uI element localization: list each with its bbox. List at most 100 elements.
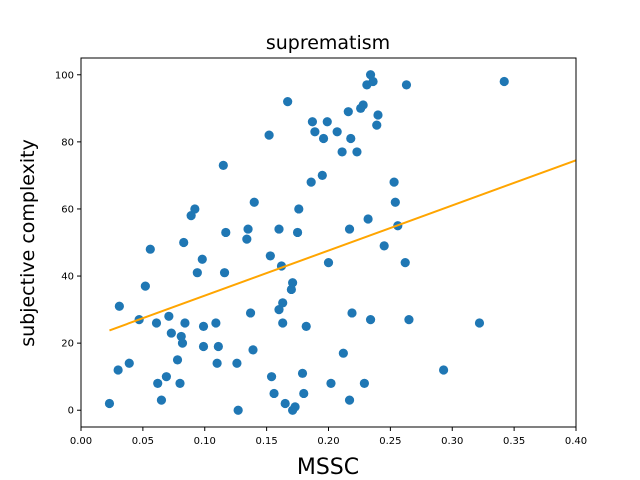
x-axis: 0.00 0.05 0.10 0.15 0.20 0.25 0.30 0.35 0.40 <box>70 427 587 447</box>
data-point-89 <box>400 258 410 268</box>
x-axis-label: MSSC <box>297 455 359 480</box>
data-point-7 <box>151 318 162 328</box>
data-point-48 <box>283 97 293 107</box>
data-point-83 <box>372 120 382 130</box>
data-point-54 <box>294 204 304 214</box>
data-point-38 <box>264 130 274 140</box>
data-point-79 <box>363 214 373 224</box>
data-point-29 <box>219 268 230 278</box>
data-point-66 <box>332 127 342 137</box>
data-point-2 <box>114 301 124 311</box>
data-point-39 <box>265 251 275 261</box>
y-tick-label: 80 <box>61 137 74 148</box>
y-tick-label: 20 <box>61 339 74 350</box>
data-point-43 <box>274 224 284 234</box>
data-point-85 <box>379 241 389 251</box>
data-point-30 <box>221 227 231 238</box>
y-tick-label: 100 <box>55 70 74 81</box>
y-axis: 0 20 40 60 80 100 <box>55 70 81 417</box>
data-point-73 <box>347 308 357 318</box>
data-point-47 <box>280 398 290 409</box>
x-tick-label: 0.30 <box>441 436 463 447</box>
data-point-1 <box>113 365 123 375</box>
data-point-14 <box>175 378 185 388</box>
data-point-60 <box>310 127 320 137</box>
data-point-71 <box>344 224 355 234</box>
data-point-59 <box>307 117 318 127</box>
data-point-52 <box>290 402 300 412</box>
data-point-42 <box>274 304 284 315</box>
data-point-27 <box>213 341 223 352</box>
data-point-70 <box>344 395 355 405</box>
data-point-63 <box>322 117 332 127</box>
data-point-11 <box>164 311 174 321</box>
data-point-40 <box>266 372 277 382</box>
data-point-82 <box>368 76 378 87</box>
data-point-69 <box>343 107 353 117</box>
data-point-34 <box>243 224 253 234</box>
y-tick-label: 60 <box>61 204 74 215</box>
data-point-81 <box>365 315 376 325</box>
data-point-61 <box>317 170 327 181</box>
data-point-87 <box>390 197 400 207</box>
y-tick-label: 0 <box>68 406 74 417</box>
x-tick-label: 0.00 <box>70 436 92 447</box>
data-point-57 <box>301 321 311 331</box>
data-point-37 <box>249 197 259 207</box>
data-point-94 <box>499 76 509 87</box>
data-point-58 <box>306 177 316 187</box>
data-point-92 <box>438 365 449 375</box>
data-point-18 <box>180 318 190 328</box>
data-point-32 <box>233 405 243 415</box>
x-tick-label: 0.15 <box>255 436 277 447</box>
data-point-24 <box>198 341 209 352</box>
data-point-33 <box>242 234 252 244</box>
data-point-17 <box>179 237 189 248</box>
data-point-0 <box>104 398 115 409</box>
data-point-55 <box>297 368 308 378</box>
data-point-19 <box>186 211 196 221</box>
x-tick-label: 0.40 <box>565 436 587 447</box>
data-point-5 <box>140 281 150 291</box>
data-point-50 <box>288 278 298 288</box>
data-point-91 <box>404 315 414 325</box>
data-point-22 <box>197 254 207 264</box>
data-point-86 <box>389 177 399 187</box>
x-tick-label: 0.10 <box>194 436 216 447</box>
data-point-41 <box>269 388 279 399</box>
data-point-84 <box>373 110 383 120</box>
data-point-20 <box>190 204 200 214</box>
data-point-62 <box>318 133 329 144</box>
data-point-3 <box>124 358 134 368</box>
data-point-46 <box>278 298 288 308</box>
x-tick-label: 0.05 <box>132 436 154 447</box>
data-point-64 <box>323 258 334 268</box>
x-tick-label: 0.35 <box>503 436 525 447</box>
data-point-21 <box>192 268 202 278</box>
data-point-68 <box>338 348 348 358</box>
data-point-8 <box>153 378 163 388</box>
data-point-45 <box>278 318 288 328</box>
data-point-26 <box>212 358 222 368</box>
data-point-23 <box>198 321 209 331</box>
chart-title: suprematism <box>266 32 390 54</box>
data-point-35 <box>245 308 256 318</box>
data-point-93 <box>474 318 485 328</box>
data-point-25 <box>211 318 221 328</box>
data-point-67 <box>337 147 347 157</box>
data-point-74 <box>352 147 362 157</box>
data-point-13 <box>172 355 183 365</box>
y-axis-label: subjective complexity <box>17 139 39 347</box>
data-point-76 <box>358 100 368 110</box>
data-point-31 <box>232 358 242 368</box>
x-tick-label: 0.20 <box>317 436 339 447</box>
data-point-56 <box>299 388 309 399</box>
data-point-72 <box>346 133 356 144</box>
data-point-90 <box>401 80 412 90</box>
data-point-28 <box>218 160 228 170</box>
plot-area <box>104 70 577 415</box>
data-point-10 <box>161 372 171 382</box>
data-point-53 <box>292 227 303 238</box>
